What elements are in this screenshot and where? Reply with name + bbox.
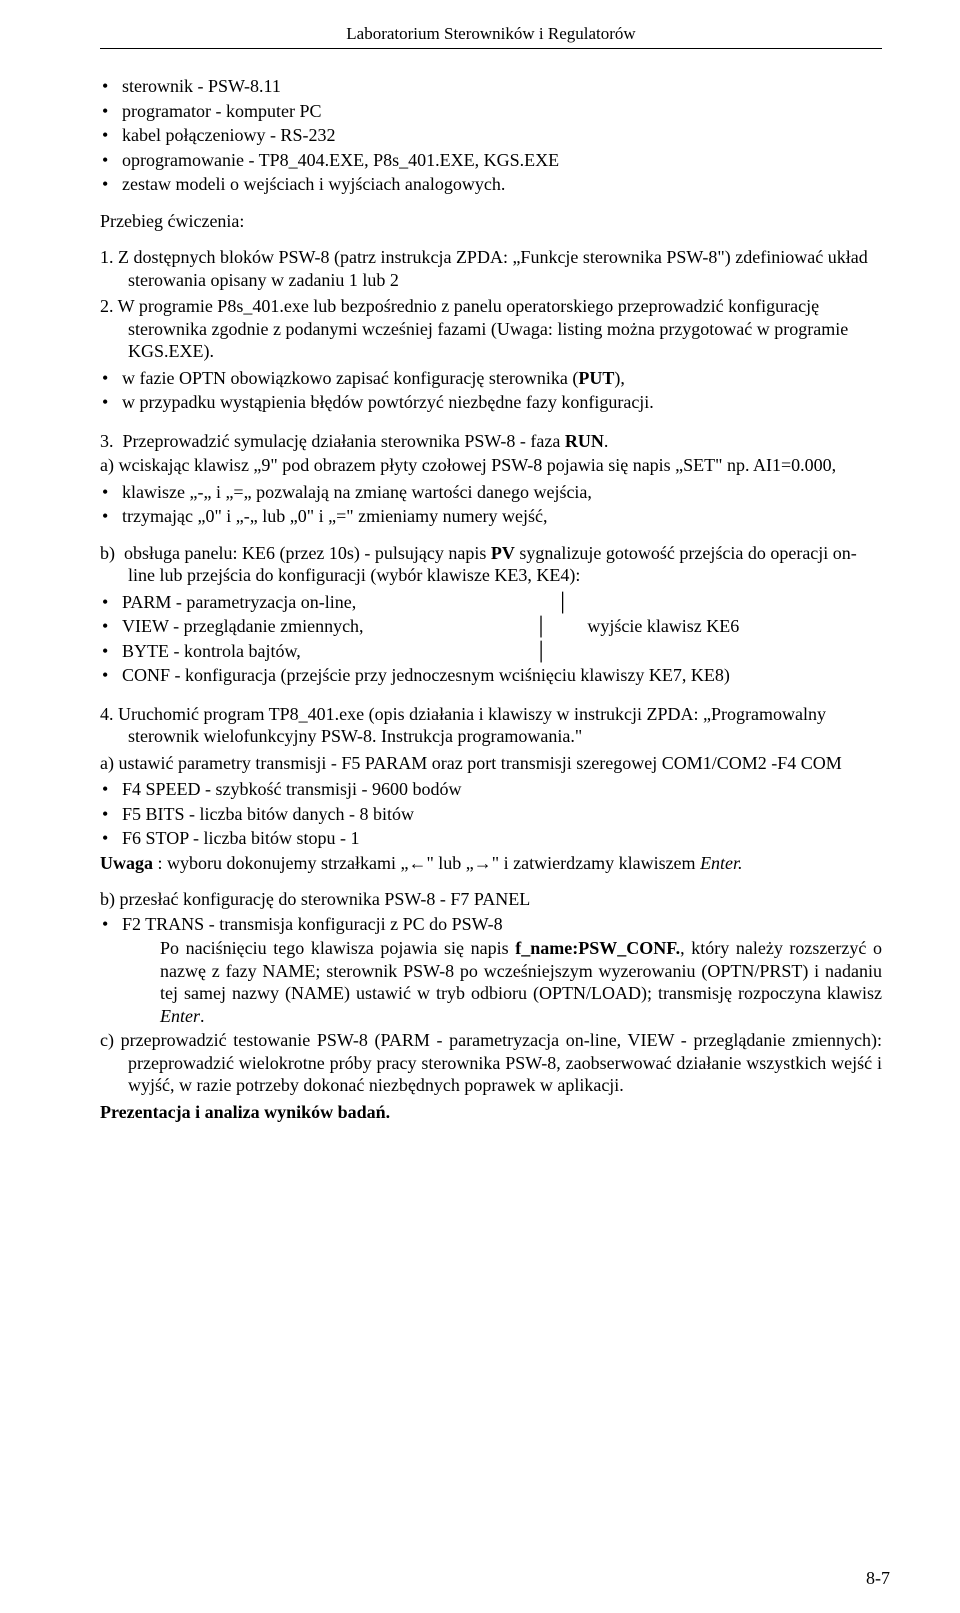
text-fragment: : wyboru dokonujemy strzałkami „←" lub „…: [153, 853, 700, 873]
header-rule: [100, 48, 882, 49]
step-3-block: 3. Przeprowadzić symulację działania ste…: [100, 430, 882, 687]
step-4-b-para: Po naciśnięciu tego klawisza pojawia się…: [100, 937, 882, 1027]
step-4-b-bullets: F2 TRANS - transmisja konfiguracji z PC …: [100, 913, 882, 936]
list-item: trzymając „0" i „-„ lub „0" i „=" zmieni…: [100, 505, 882, 528]
bold-text: Uwaga: [100, 853, 153, 873]
step-4-c: c) przeprowadzić testowanie PSW-8 (PARM …: [100, 1029, 882, 1097]
bold-text: PV: [491, 543, 515, 563]
step-3-a: a) wciskając klawisz „9" pod obrazem pły…: [100, 454, 882, 477]
header-title: Laboratorium Sterowników i Regulatorów: [100, 24, 882, 44]
bold-text: RUN: [565, 431, 604, 451]
step-3-b: b) obsługa panelu: KE6 (przez 10s) - pul…: [100, 542, 882, 587]
italic-text: Enter.: [700, 853, 743, 873]
list-item: CONF - konfiguracja (przejście przy jedn…: [100, 664, 882, 687]
step-4-a: a) ustawić parametry transmisji - F5 PAR…: [100, 752, 882, 775]
text-fragment: .: [604, 431, 609, 451]
step-3-bullets: klawisze „-„ i „=„ pozwalają na zmianę w…: [100, 481, 882, 528]
text-fragment: Po naciśnięciu tego klawisza pojawia się…: [160, 938, 515, 958]
view-right-text: wyjście klawisz KE6: [587, 615, 739, 638]
text-fragment: PARM - parametryzacja on-line,: [122, 592, 356, 612]
step-1-block: 1. Z dostępnych bloków PSW-8 (patrz inst…: [100, 246, 882, 414]
list-item: F5 BITS - liczba bitów danych - 8 bitów: [100, 803, 882, 826]
list-item: F2 TRANS - transmisja konfiguracji z PC …: [100, 913, 882, 936]
step-3-b-bullets: PARM - parametryzacja on-line,│: [100, 591, 882, 614]
text-fragment: 3. Przeprowadzić symulację działania ste…: [100, 431, 565, 451]
list-item: programator - komputer PC: [100, 100, 882, 123]
view-row: VIEW - przeglądanie zmiennych, │ wyjście…: [100, 615, 882, 638]
text-fragment: ),: [614, 368, 625, 388]
list-item: klawisze „-„ i „=„ pozwalają na zmianę w…: [100, 481, 882, 504]
step-4-b: b) przesłać konfigurację do sterownika P…: [100, 888, 882, 911]
bold-text: f_name:PSW_CONF.: [515, 938, 680, 958]
text-fragment: BYTE - kontrola bajtów,: [122, 641, 301, 661]
step-4-heading: 4. Uruchomić program TP8_401.exe (opis d…: [100, 703, 882, 748]
exercise-heading: Przebieg ćwiczenia:: [100, 210, 882, 233]
list-item: w przypadku wystąpienia błędów powtórzyć…: [100, 391, 882, 414]
view-left-text: VIEW - przeglądanie zmiennych,: [122, 615, 364, 638]
list-item: BYTE - kontrola bajtów,│: [100, 640, 882, 663]
italic-text: Enter: [160, 1006, 200, 1026]
list-item: sterownik - PSW-8.11: [100, 75, 882, 98]
step-4-a-bullets: F4 SPEED - szybkość transmisji - 9600 bo…: [100, 778, 882, 850]
bold-text: PUT: [578, 368, 614, 388]
step-3-heading: 3. Przeprowadzić symulację działania ste…: [100, 430, 882, 453]
text-fragment: w fazie OPTN obowiązkowo zapisać konfigu…: [122, 368, 578, 388]
step-4-uwaga: Uwaga : wyboru dokonujemy strzałkami „←"…: [100, 852, 882, 875]
list-item: w fazie OPTN obowiązkowo zapisać konfigu…: [100, 367, 882, 390]
list-item: oprogramowanie - TP8_404.EXE, P8s_401.EX…: [100, 149, 882, 172]
step-1-line-2: 2. W programie P8s_401.exe lub bezpośred…: [100, 295, 882, 363]
step-4-block: 4. Uruchomić program TP8_401.exe (opis d…: [100, 703, 882, 1097]
page-number: 8-7: [866, 1568, 890, 1589]
list-item: zestaw modeli o wejściach i wyjściach an…: [100, 173, 882, 196]
step-3-b-bullets-2: BYTE - kontrola bajtów,│ CONF - konfigur…: [100, 640, 882, 687]
text-fragment: .: [200, 1006, 205, 1026]
list-item: kabel połączeniowy - RS-232: [100, 124, 882, 147]
list-item: F6 STOP - liczba bitów stopu - 1: [100, 827, 882, 850]
list-item: F4 SPEED - szybkość transmisji - 9600 bo…: [100, 778, 882, 801]
top-bullet-list: sterownik - PSW-8.11 programator - kompu…: [100, 75, 882, 196]
final-bold-line: Prezentacja i analiza wyników badań.: [100, 1101, 882, 1124]
step-1-line-1: 1. Z dostępnych bloków PSW-8 (patrz inst…: [100, 246, 882, 291]
list-item: PARM - parametryzacja on-line,│: [100, 591, 882, 614]
step-1-bullets: w fazie OPTN obowiązkowo zapisać konfigu…: [100, 367, 882, 414]
text-fragment: b) obsługa panelu: KE6 (przez 10s) - pul…: [100, 543, 491, 563]
page: Laboratorium Sterowników i Regulatorów s…: [0, 0, 960, 1613]
